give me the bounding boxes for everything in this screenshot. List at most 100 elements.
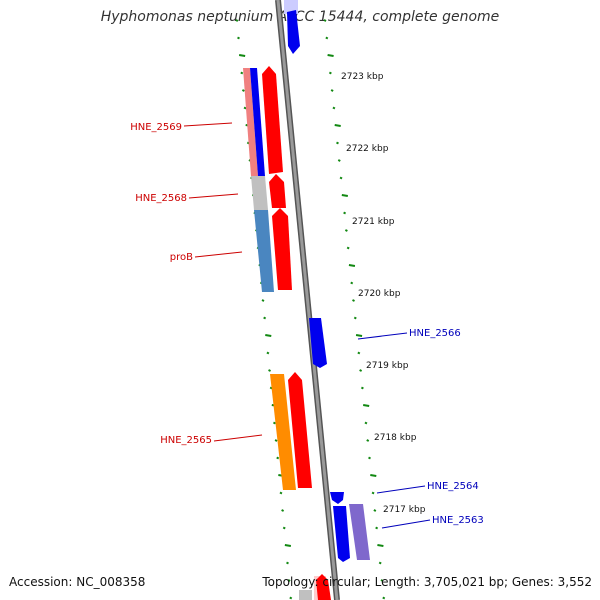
tick-mark xyxy=(325,36,329,40)
tick-mark xyxy=(327,54,334,57)
tick-mark xyxy=(281,509,285,512)
gene-bar-hne-2568 xyxy=(251,176,268,210)
tick-mark xyxy=(268,369,271,372)
gene-bar-partial-bottom xyxy=(299,590,312,600)
tick-mark xyxy=(380,579,384,582)
tick-mark xyxy=(241,89,245,92)
tick-mark xyxy=(238,54,246,57)
gene-bar-hne-2569-b xyxy=(250,68,265,176)
cds-prob xyxy=(272,208,292,290)
accession-text: Accession: NC_008358 xyxy=(9,575,146,589)
outer-tick-ring xyxy=(323,19,386,600)
scale-label: 2722 kbp xyxy=(346,144,389,154)
label-leader xyxy=(376,485,426,494)
tick-mark xyxy=(332,106,336,110)
cds-hne-2565 xyxy=(288,372,312,488)
cds-partial-top xyxy=(287,10,300,54)
scale-labels: 2723 kbp 2722 kbp 2721 kbp 2720 kbp 2719… xyxy=(341,72,426,515)
scale-label: 2723 kbp xyxy=(341,72,384,82)
cds-hne-2569 xyxy=(262,66,283,174)
tick-mark xyxy=(276,456,280,460)
tick-mark xyxy=(261,299,265,302)
label-leader xyxy=(194,251,243,258)
tick-mark xyxy=(341,194,348,197)
label-leader xyxy=(213,434,263,442)
tick-mark xyxy=(282,526,286,530)
tick-mark xyxy=(364,421,368,425)
tick-mark xyxy=(360,386,364,390)
label-leader xyxy=(381,519,431,529)
gene-label-hne-2569: HNE_2569 xyxy=(130,122,182,133)
tick-mark xyxy=(274,439,278,442)
tick-mark xyxy=(343,211,347,215)
tick-mark xyxy=(375,526,379,530)
tick-mark xyxy=(266,351,270,355)
tick-mark xyxy=(284,544,292,547)
tick-mark xyxy=(263,316,267,320)
gene-bar-hne-2565 xyxy=(270,374,296,490)
tick-mark xyxy=(355,334,363,337)
tick-mark xyxy=(240,71,244,75)
gene-label-hne-2563: HNE_2563 xyxy=(432,515,484,526)
tick-mark xyxy=(272,421,276,425)
tick-mark xyxy=(330,89,334,92)
tick-mark xyxy=(323,19,327,22)
scale-label: 2720 kbp xyxy=(358,289,401,299)
tick-mark xyxy=(328,71,332,75)
scale-label: 2718 kbp xyxy=(374,433,417,443)
label-leader xyxy=(188,193,239,199)
tick-mark xyxy=(378,561,382,565)
tick-mark xyxy=(279,491,283,495)
cds-partial-bottom xyxy=(316,574,331,600)
tick-mark xyxy=(382,596,386,600)
tick-mark xyxy=(237,36,240,40)
tick-mark xyxy=(368,456,371,460)
label-leader xyxy=(357,332,408,340)
tick-mark xyxy=(371,491,375,495)
genome-title: Hyphomonas neptunium ATCC 15444, complet… xyxy=(100,9,500,25)
tick-mark xyxy=(363,404,370,407)
gene-label-hne-2568: HNE_2568 xyxy=(135,193,187,204)
gene-label-hne-2566: HNE_2566 xyxy=(409,328,461,339)
tick-mark xyxy=(334,124,341,127)
tick-mark xyxy=(350,281,354,285)
gene-bar-hne-2569 xyxy=(243,68,258,176)
scale-label: 2717 kbp xyxy=(383,505,426,515)
scale-label: 2721 kbp xyxy=(352,217,395,227)
tick-mark xyxy=(353,316,357,320)
tick-mark xyxy=(243,106,247,110)
tick-mark xyxy=(346,246,350,250)
tick-mark xyxy=(373,509,377,512)
tick-mark xyxy=(265,334,272,337)
cds-hne-2564 xyxy=(330,492,344,504)
gene-labels: HNE_2569 HNE_2568 proB HNE_2566 HNE_2565… xyxy=(130,122,484,529)
gene-label-prob: proB xyxy=(170,252,193,263)
gene-bar-prob xyxy=(254,210,274,292)
tick-mark xyxy=(286,561,289,565)
tick-mark xyxy=(370,474,377,477)
cds-hne-2563 xyxy=(333,506,350,562)
tick-mark xyxy=(357,351,361,355)
gene-label-hne-2565: HNE_2565 xyxy=(160,435,212,446)
feature-track xyxy=(243,0,370,600)
gene-label-hne-2564: HNE_2564 xyxy=(427,481,479,492)
cds-hne-2568 xyxy=(269,174,286,208)
tick-mark xyxy=(377,544,384,547)
cds-hne-2566 xyxy=(309,318,327,368)
tick-mark xyxy=(366,439,370,442)
tick-mark xyxy=(339,176,343,180)
gene-bar-hne-2563 xyxy=(349,504,370,560)
tick-mark xyxy=(337,159,341,162)
tick-mark xyxy=(287,579,291,582)
label-leader xyxy=(183,122,233,127)
scale-label: 2719 kbp xyxy=(366,361,409,371)
tick-mark xyxy=(348,264,356,267)
backbone-highlight xyxy=(276,0,339,600)
tick-mark xyxy=(289,596,293,600)
tick-mark xyxy=(235,19,239,22)
tick-mark xyxy=(336,141,339,145)
topology-text: Topology: circular; Length: 3,705,021 bp… xyxy=(262,575,592,589)
tick-mark xyxy=(352,299,355,302)
tick-mark xyxy=(359,369,363,372)
